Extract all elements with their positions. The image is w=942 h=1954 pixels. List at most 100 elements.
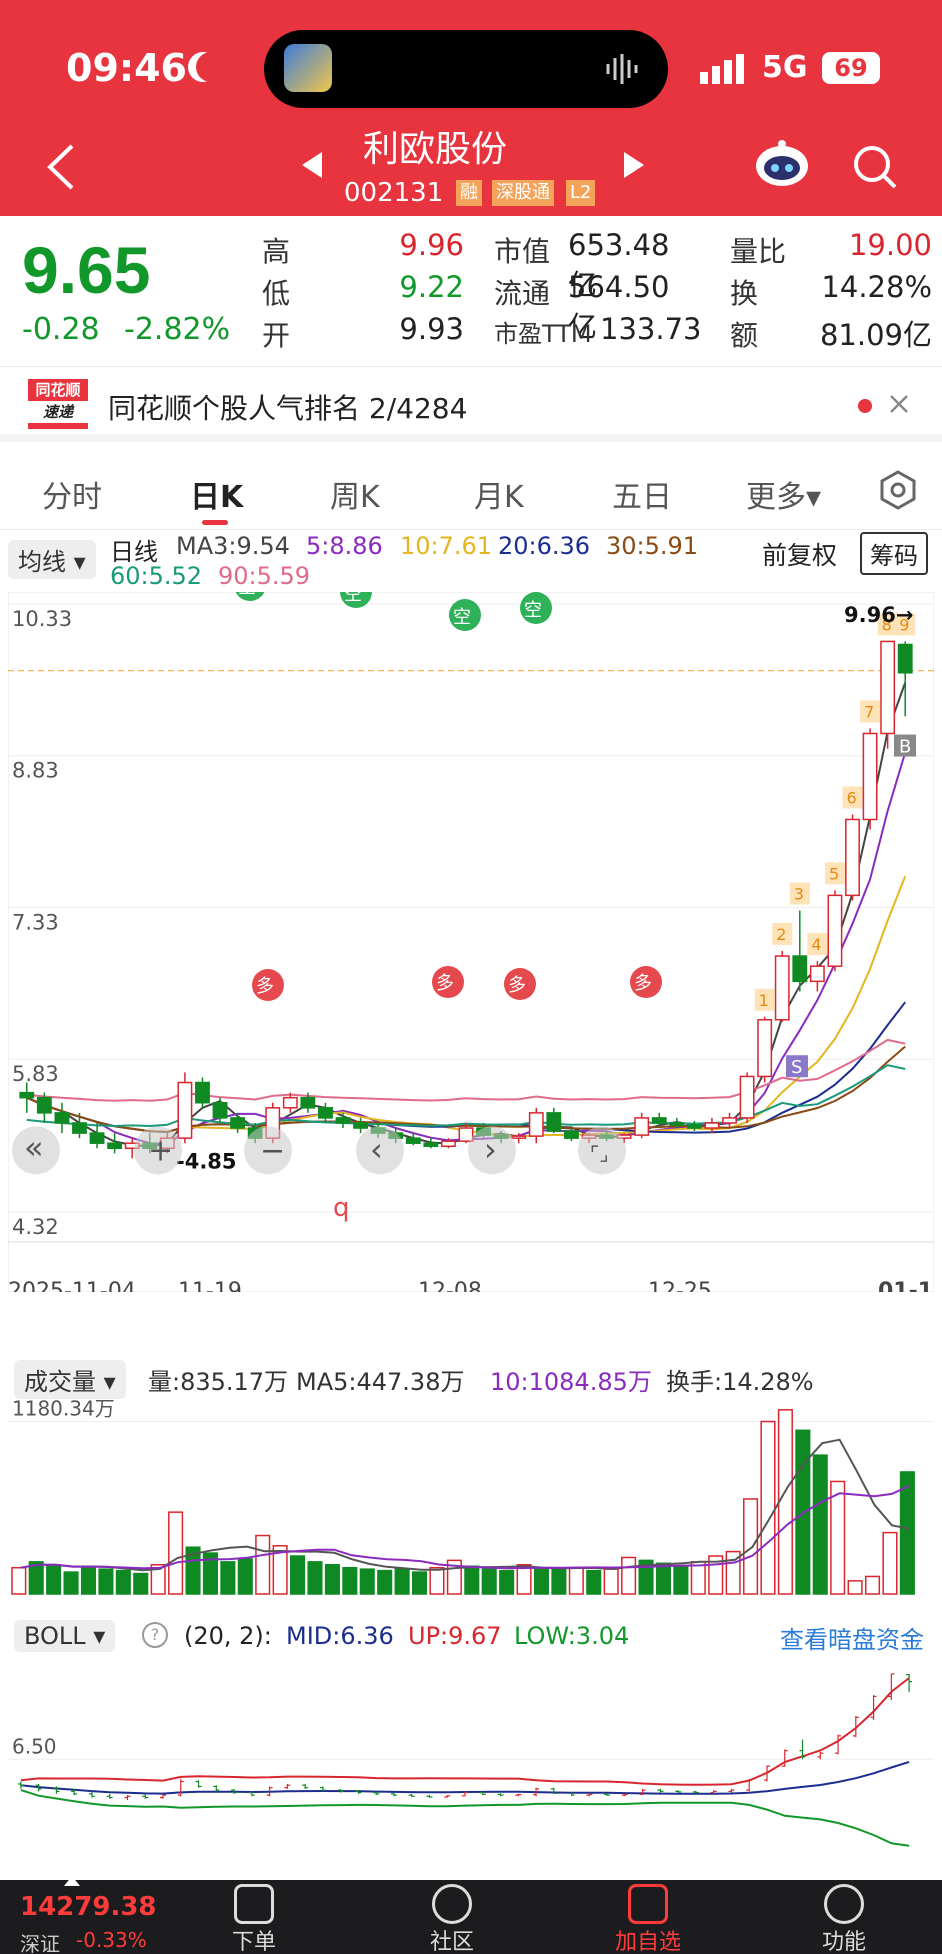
candle-body bbox=[827, 894, 843, 967]
volume-bar bbox=[115, 1569, 131, 1595]
nav-add-watchlist[interactable]: 加自选 bbox=[608, 1884, 688, 1954]
nav-functions[interactable]: 功能 bbox=[804, 1884, 884, 1954]
y-tick-label: 4.32 bbox=[12, 1215, 59, 1239]
active-tab-indicator bbox=[202, 520, 228, 525]
long-signal-icon bbox=[630, 966, 662, 998]
volume-chart[interactable]: 1180.34万 bbox=[8, 1392, 934, 1602]
volume-bar bbox=[586, 1569, 602, 1595]
community-star-icon bbox=[432, 1884, 472, 1924]
period-tabs: 分时 日K 周K 月K 五日 更多▾ bbox=[0, 450, 942, 530]
volume-bar bbox=[168, 1511, 184, 1595]
nav-functions-label: 功能 bbox=[821, 1930, 866, 1954]
volume-bar bbox=[533, 1566, 550, 1595]
volume-bar bbox=[237, 1558, 253, 1595]
short-signal-label: 空 bbox=[524, 600, 542, 621]
x-tick-label: 12-08 bbox=[418, 1279, 482, 1292]
pan-left-icon[interactable] bbox=[356, 1126, 404, 1175]
boll-legend-item-1: UP:9.67 bbox=[408, 1622, 502, 1650]
pe-ttm-value: 133.73 bbox=[600, 312, 702, 346]
q-marker: q bbox=[333, 1193, 350, 1223]
tab-monthly-k[interactable]: 月K bbox=[474, 480, 524, 515]
volume-bar bbox=[551, 1568, 567, 1595]
candle-body bbox=[546, 1112, 562, 1132]
quote-panel: 9.65 -0.28 -2.82% 高 9.96 低 9.22 开 9.93 市… bbox=[0, 216, 942, 364]
chart-settings-icon[interactable] bbox=[878, 470, 918, 510]
long-signal-label: 多 bbox=[436, 973, 454, 994]
back-icon[interactable] bbox=[44, 142, 78, 192]
volume-bar bbox=[795, 1429, 811, 1595]
y-tick-label: 10.33 bbox=[12, 607, 72, 631]
tab-intraday[interactable]: 分时 bbox=[42, 480, 102, 515]
volume-bar bbox=[429, 1566, 445, 1595]
tab-more[interactable]: 更多▾ bbox=[746, 480, 822, 515]
tab-weekly-k[interactable]: 周K bbox=[330, 480, 380, 515]
short-signal-label: 空 bbox=[453, 607, 471, 628]
ma-legend-item-7: 90:5.59 bbox=[218, 562, 311, 590]
candle-body bbox=[669, 1122, 685, 1126]
x-tick-label: 01-15 bbox=[878, 1279, 934, 1292]
float-cap-value: 564.50亿 bbox=[568, 270, 670, 344]
zoom-minus-glyph: − bbox=[260, 1133, 285, 1168]
candlestick-chart[interactable]: 10.33 8.83 7.33 5.83 4.32 2025-11-04 11-19 12-0… bbox=[8, 592, 934, 1292]
ma-line-90 bbox=[26, 1038, 906, 1102]
max-price-label: 9.96→ bbox=[844, 603, 913, 627]
tab-five-day[interactable]: 五日 bbox=[612, 480, 672, 515]
zoom-minus-icon[interactable] bbox=[244, 1126, 292, 1175]
volume-legend-item-1: MA5:447.38万 bbox=[296, 1368, 465, 1396]
amount-label: 额 bbox=[730, 319, 759, 352]
candle-body bbox=[195, 1081, 210, 1104]
zoom-out-icon[interactable] bbox=[12, 1126, 60, 1175]
news-ticker[interactable]: 同花顺 速递 同花顺个股人气排名 2/4284 bbox=[0, 366, 942, 442]
zoom-out-glyph: « bbox=[24, 1128, 44, 1166]
robot-assistant-icon[interactable] bbox=[754, 138, 810, 188]
high-value: 9.96 bbox=[399, 228, 464, 262]
nav-order-label: 下单 bbox=[231, 1930, 276, 1954]
help-icon[interactable]: ? bbox=[142, 1622, 168, 1648]
ma-legend-item-6: 60:5.52 bbox=[110, 562, 203, 590]
boll-selector[interactable]: BOLL ▾ bbox=[14, 1620, 116, 1652]
connect-tag: 深股通 bbox=[492, 180, 554, 206]
amount-value: 81.09亿 bbox=[819, 318, 932, 352]
long-signal-label: 多 bbox=[256, 976, 274, 997]
dark-pool-link[interactable]: 查看暗盘资金 bbox=[780, 1626, 924, 1654]
close-icon[interactable] bbox=[888, 393, 910, 415]
volume-bar bbox=[202, 1552, 218, 1595]
candle-body bbox=[72, 1122, 87, 1134]
candle-body bbox=[282, 1096, 298, 1109]
pan-right-icon[interactable] bbox=[468, 1126, 516, 1175]
candle-body bbox=[335, 1117, 351, 1124]
x-tick-label: 2025-11-04 bbox=[8, 1279, 136, 1292]
candle-body bbox=[634, 1117, 650, 1136]
adjust-mode[interactable]: 前复权 bbox=[762, 541, 838, 570]
volume-ratio-value: 19.00 bbox=[848, 228, 932, 262]
unread-dot-icon bbox=[858, 399, 872, 413]
boll-legend-item-0: MID:6.36 bbox=[286, 1622, 394, 1650]
add-icon bbox=[628, 1884, 668, 1924]
chips-button[interactable]: 筹码 bbox=[860, 532, 928, 575]
volume-bar bbox=[46, 1564, 62, 1595]
volume-bar bbox=[638, 1559, 654, 1595]
nav-order[interactable]: 下单 bbox=[214, 1884, 294, 1954]
candle-body bbox=[739, 1075, 755, 1119]
volume-bar bbox=[621, 1556, 637, 1595]
candle-body bbox=[792, 955, 808, 983]
turnover-label: 换 bbox=[730, 277, 759, 310]
volume-selector[interactable]: 成交量 ▾ bbox=[14, 1360, 126, 1399]
tab-daily-k[interactable]: 日K bbox=[190, 480, 244, 515]
long-signal-icon bbox=[432, 966, 464, 998]
volume-bar bbox=[290, 1555, 306, 1595]
fullscreen-icon[interactable] bbox=[578, 1126, 626, 1175]
ma-legend-item-5: 30:5.91 bbox=[606, 532, 699, 560]
ma-selector[interactable]: 均线 ▾ bbox=[8, 540, 96, 579]
next-stock-icon[interactable] bbox=[620, 150, 648, 180]
zoom-plus-icon[interactable] bbox=[134, 1126, 182, 1175]
nav-community[interactable]: 社区 bbox=[412, 1884, 492, 1954]
volume-bar bbox=[882, 1531, 898, 1595]
boll-chart[interactable]: 6.50 bbox=[8, 1658, 934, 1868]
index-value[interactable]: 14279.38 bbox=[20, 1892, 157, 1922]
volume-bar bbox=[690, 1561, 706, 1595]
volume-legend-item-0: 量:835.17万 bbox=[148, 1368, 289, 1396]
level2-tag: L2 bbox=[566, 180, 596, 206]
search-icon[interactable] bbox=[852, 144, 898, 190]
prev-stock-icon[interactable] bbox=[298, 150, 326, 180]
